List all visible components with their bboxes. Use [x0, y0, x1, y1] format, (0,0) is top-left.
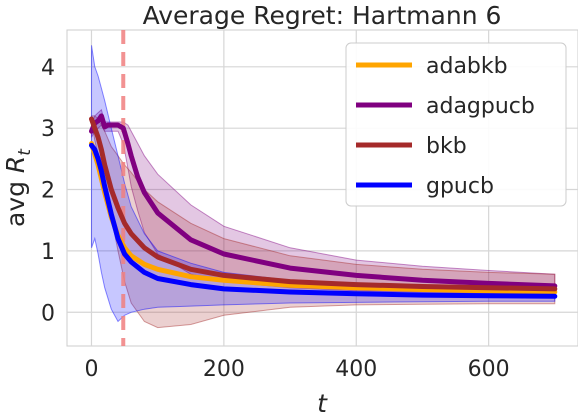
y-axis-title-prefix: avg: [1, 173, 30, 227]
x-axis-title: t: [317, 389, 328, 418]
legend-label-adagpucb: adagpucb: [426, 94, 535, 119]
tick-labels: 0 200 400 600 0 1 2 3 4: [41, 56, 510, 382]
legend-label-adabkb: adabkb: [426, 54, 508, 79]
legend: adabkb adagpucb bkb gpucb: [345, 42, 567, 207]
chart-title: Average Regret: Hartmann 6: [143, 1, 502, 30]
x-tick-label: 400: [335, 357, 377, 382]
y-tick-label: 3: [41, 117, 55, 142]
series-line-gpucb: [89, 142, 558, 299]
series-line-bkb: [89, 116, 558, 292]
y-axis-title-symbol: R: [1, 156, 30, 173]
x-tick-label: 600: [468, 357, 510, 382]
y-tick-label: 4: [41, 56, 55, 81]
y-axis-title-subscript: t: [15, 148, 35, 156]
legend-box: [345, 42, 567, 207]
y-tick-label: 1: [41, 240, 55, 265]
legend-label-bkb: bkb: [426, 134, 467, 159]
x-tick-label: 200: [203, 357, 245, 382]
y-axis-title: avg Rt: [1, 148, 35, 227]
y-tick-label: 0: [41, 301, 55, 326]
y-tick-label: 2: [41, 179, 55, 204]
x-tick-label: 0: [84, 357, 98, 382]
legend-label-gpucb: gpucb: [426, 174, 494, 199]
series-line-adagpucb: [89, 113, 558, 289]
series-lines: [89, 113, 558, 299]
